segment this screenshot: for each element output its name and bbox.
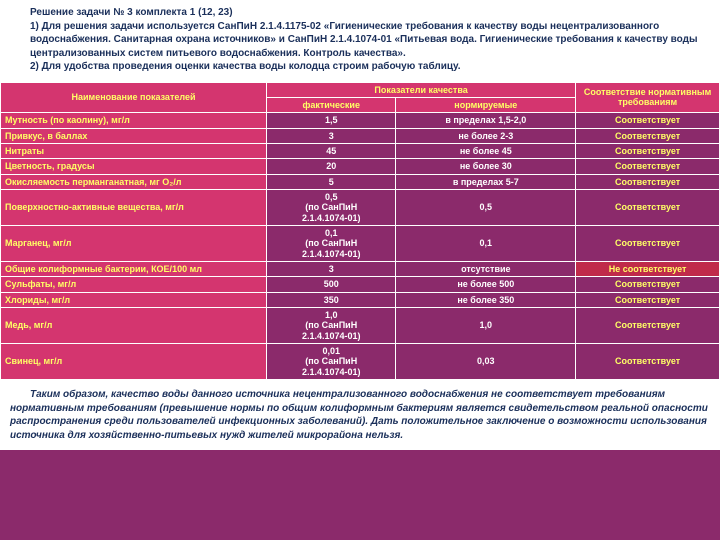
cell-indicator-name: Свинец, мг/л [1, 344, 267, 380]
cell-indicator-name: Цветность, градусы [1, 159, 267, 174]
cell-compliance-ok: Соответствует [576, 277, 720, 292]
p1-prefix: 1) [30, 21, 42, 32]
cell-compliance-ok: Соответствует [576, 174, 720, 189]
table-row: Сульфаты, мг/л500не более 500Соответству… [1, 277, 720, 292]
cell-norm: 0,1 [396, 225, 576, 261]
cell-norm: не более 45 [396, 143, 576, 158]
cell-actual: 0,5(по СанПиН2.1.4.1074-01) [267, 189, 396, 225]
table-row: Поверхностно-активные вещества, мг/л0,5(… [1, 189, 720, 225]
table-row: Хлориды, мг/л350не более 350Соответствуе… [1, 292, 720, 307]
cell-indicator-name: Хлориды, мг/л [1, 292, 267, 307]
th-name: Наименование показателей [1, 82, 267, 113]
cell-indicator-name: Нитраты [1, 143, 267, 158]
cell-norm: в пределах 5-7 [396, 174, 576, 189]
footer-block: Таким образом, качество воды данного ист… [0, 380, 720, 450]
cell-indicator-name: Привкус, в баллах [1, 128, 267, 143]
cell-actual: 500 [267, 277, 396, 292]
cell-norm: 0,03 [396, 344, 576, 380]
table-row: Марганец, мг/л0,1(по СанПиН2.1.4.1074-01… [1, 225, 720, 261]
cell-compliance-ok: Соответствует [576, 128, 720, 143]
th-norm: нормируемые [396, 97, 576, 112]
cell-indicator-name: Поверхностно-активные вещества, мг/л [1, 189, 267, 225]
table-row: Мутность (по каолину), мг/л1,5в пределах… [1, 113, 720, 128]
title: Решение задачи № 3 комплекта 1 (12, 23) [10, 6, 710, 20]
cell-norm: 1,0 [396, 308, 576, 344]
cell-norm: в пределах 1,5-2,0 [396, 113, 576, 128]
cell-indicator-name: Медь, мг/л [1, 308, 267, 344]
table-row: Окисляемость перманганатная, мг О₂/л5в п… [1, 174, 720, 189]
cell-indicator-name: Мутность (по каолину), мг/л [1, 113, 267, 128]
table-row: Общие колиформные бактерии, КОЕ/100 мл3о… [1, 261, 720, 276]
cell-actual: 350 [267, 292, 396, 307]
cell-actual: 20 [267, 159, 396, 174]
cell-compliance-ok: Соответствует [576, 292, 720, 307]
table-body: Мутность (по каолину), мг/л1,5в пределах… [1, 113, 720, 380]
cell-compliance-ok: Соответствует [576, 159, 720, 174]
cell-norm: 0,5 [396, 189, 576, 225]
cell-compliance-ok: Соответствует [576, 113, 720, 128]
cell-indicator-name: Сульфаты, мг/л [1, 277, 267, 292]
table-row: Нитраты45не более 45Соответствует [1, 143, 720, 158]
p1-text: Для решения задачи используется СанПиН 2… [30, 21, 698, 59]
cell-compliance-ok: Соответствует [576, 189, 720, 225]
cell-compliance-fail: Не соответствует [576, 261, 720, 276]
p2-text: Для удобства проведения оценки качества … [42, 61, 461, 72]
cell-compliance-ok: Соответствует [576, 344, 720, 380]
header-block: Решение задачи № 3 комплекта 1 (12, 23) … [0, 0, 720, 82]
cell-norm: не более 2-3 [396, 128, 576, 143]
th-compliance: Соответствие нормативным требованиям [576, 82, 720, 113]
cell-actual: 45 [267, 143, 396, 158]
p2-prefix: 2) [30, 61, 42, 72]
cell-compliance-ok: Соответствует [576, 225, 720, 261]
cell-actual: 3 [267, 128, 396, 143]
cell-actual: 3 [267, 261, 396, 276]
cell-actual: 0,1(по СанПиН2.1.4.1074-01) [267, 225, 396, 261]
cell-indicator-name: Марганец, мг/л [1, 225, 267, 261]
cell-compliance-ok: Соответствует [576, 143, 720, 158]
cell-norm: отсутствие [396, 261, 576, 276]
table-row: Привкус, в баллах3не более 2-3Соответств… [1, 128, 720, 143]
cell-compliance-ok: Соответствует [576, 308, 720, 344]
table-head: Наименование показателей Показатели каче… [1, 82, 720, 113]
cell-actual: 5 [267, 174, 396, 189]
cell-norm: не более 350 [396, 292, 576, 307]
cell-actual: 1,0(по СанПиН2.1.4.1074-01) [267, 308, 396, 344]
th-quality: Показатели качества [267, 82, 576, 97]
cell-norm: не более 500 [396, 277, 576, 292]
th-actual: фактические [267, 97, 396, 112]
cell-actual: 1,5 [267, 113, 396, 128]
cell-indicator-name: Общие колиформные бактерии, КОЕ/100 мл [1, 261, 267, 276]
quality-table: Наименование показателей Показатели каче… [0, 82, 720, 381]
intro-p1: 1) Для решения задачи используется СанПи… [10, 20, 710, 61]
table-row: Цветность, градусы20не более 30Соответст… [1, 159, 720, 174]
intro-p2: 2) Для удобства проведения оценки качест… [10, 60, 710, 74]
cell-indicator-name: Окисляемость перманганатная, мг О₂/л [1, 174, 267, 189]
table-row: Свинец, мг/л0,01(по СанПиН2.1.4.1074-01)… [1, 344, 720, 380]
footer-text: Таким образом, качество воды данного ист… [10, 389, 708, 441]
table-row: Медь, мг/л1,0(по СанПиН2.1.4.1074-01)1,0… [1, 308, 720, 344]
cell-actual: 0,01(по СанПиН2.1.4.1074-01) [267, 344, 396, 380]
cell-norm: не более 30 [396, 159, 576, 174]
